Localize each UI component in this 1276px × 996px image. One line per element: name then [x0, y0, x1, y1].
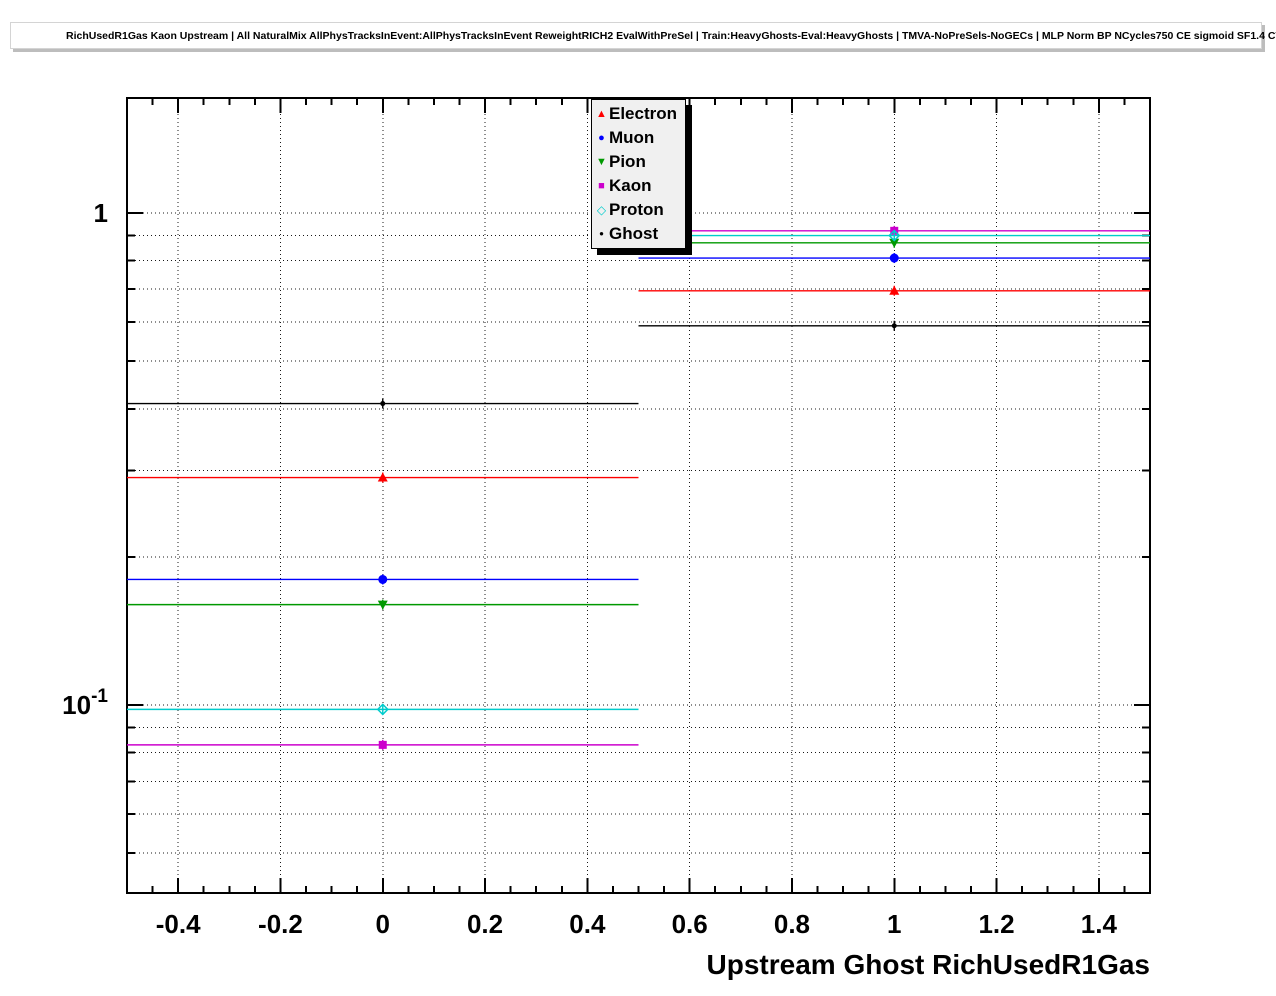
legend-item-pion: ▼ Pion — [594, 150, 684, 174]
marker-proton — [888, 229, 901, 242]
x-tick-label: 0.6 — [672, 909, 708, 939]
proton-marker-icon: ◇ — [596, 203, 607, 217]
marker-kaon — [378, 740, 387, 749]
legend-item-ghost: ● Ghost — [594, 222, 684, 246]
x-tick-label: 1 — [887, 909, 901, 939]
legend-label-pion: Pion — [609, 152, 646, 171]
legend-label-muon: Muon — [609, 128, 655, 147]
x-tick-label: -0.2 — [258, 909, 303, 939]
x-tick-label: 0.4 — [569, 909, 606, 939]
legend-item-proton: ◇ Proton — [594, 198, 684, 222]
marker-proton — [376, 703, 389, 716]
marker-pion — [377, 600, 388, 610]
legend-item-muon: ● Muon — [594, 126, 684, 150]
x-tick-label: 0.8 — [774, 909, 810, 939]
marker-pion — [889, 238, 900, 248]
marker-muon — [378, 574, 388, 584]
plot-title-bar: RichUsedR1Gas Kaon Upstream | All Natura… — [10, 22, 1276, 49]
x-tick-label: 1.2 — [978, 909, 1014, 939]
marker-ghost — [891, 323, 897, 329]
y-tick-label: 10-1 — [62, 686, 108, 720]
legend-label-ghost: Ghost — [609, 224, 659, 243]
marker-electron — [889, 285, 900, 295]
x-axis-title: Upstream Ghost RichUsedR1Gas — [707, 949, 1150, 980]
electron-marker-icon: ▲ — [596, 107, 607, 120]
legend-label-proton: Proton — [609, 200, 664, 219]
legend: ▲ Electron ● Muon ▼ Pion ■ Kaon ◇ Proton… — [591, 99, 686, 249]
x-tick-label: 0 — [376, 909, 390, 939]
legend-item-kaon: ■ Kaon — [594, 174, 684, 198]
marker-electron — [377, 472, 388, 482]
plot-title: RichUsedR1Gas Kaon Upstream | All Natura… — [66, 29, 1276, 42]
y-tick-label: 1 — [94, 198, 108, 228]
pion-marker-icon: ▼ — [596, 155, 607, 168]
legend-label-kaon: Kaon — [609, 176, 652, 195]
ghost-marker-icon: ● — [599, 229, 604, 238]
legend-item-electron: ▲ Electron — [594, 102, 684, 126]
muon-marker-icon: ● — [598, 131, 605, 144]
x-tick-label: 0.2 — [467, 909, 503, 939]
marker-ghost — [380, 401, 386, 407]
legend-label-electron: Electron — [609, 104, 678, 123]
x-tick-label: 1.4 — [1081, 909, 1118, 939]
marker-muon — [889, 253, 899, 263]
kaon-marker-icon: ■ — [598, 179, 605, 192]
x-tick-label: -0.4 — [156, 909, 201, 939]
